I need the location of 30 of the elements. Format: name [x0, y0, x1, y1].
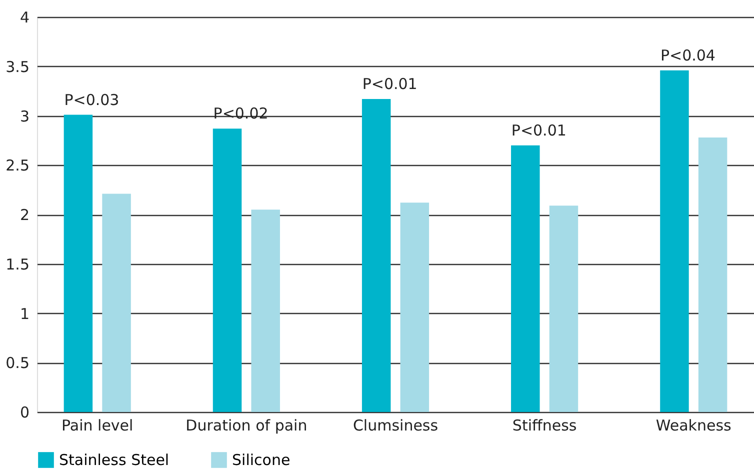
annotation: P<0.03: [64, 90, 120, 109]
bar: [698, 137, 728, 412]
y-tick-label: 4: [20, 8, 30, 26]
legend-label: Silicone: [232, 451, 290, 469]
bar: [64, 114, 93, 412]
x-tick-label: Pain level: [62, 416, 134, 434]
x-tick-label: Duration of pain: [186, 416, 308, 434]
y-tick-label: 0.5: [6, 354, 30, 372]
y-tick-label: 3: [20, 107, 30, 126]
bar: [400, 202, 430, 412]
bar: [511, 145, 540, 412]
bar: [362, 98, 391, 412]
x-tick-label: Stiffness: [512, 416, 577, 434]
y-tick-label: 2.5: [6, 156, 30, 175]
y-tick-label: 3.5: [6, 58, 30, 76]
legend-label: Stainless Steel: [59, 451, 170, 469]
bar: [549, 206, 578, 412]
bar: [102, 194, 131, 412]
y-tick-label: 2: [20, 206, 30, 224]
y-tick-label: 1.5: [6, 255, 30, 274]
x-tick-label: Weakness: [656, 416, 732, 434]
annotation: P<0.01: [511, 121, 566, 140]
y-tick-label: 1: [20, 304, 30, 323]
bar: [660, 70, 689, 412]
x-tick-label: Clumsiness: [352, 416, 438, 434]
annotation: P<0.01: [362, 74, 418, 93]
bar: [212, 128, 242, 412]
y-tick-label: 0: [20, 404, 30, 422]
annotation: P<0.04: [660, 46, 716, 64]
bar: [251, 210, 280, 412]
